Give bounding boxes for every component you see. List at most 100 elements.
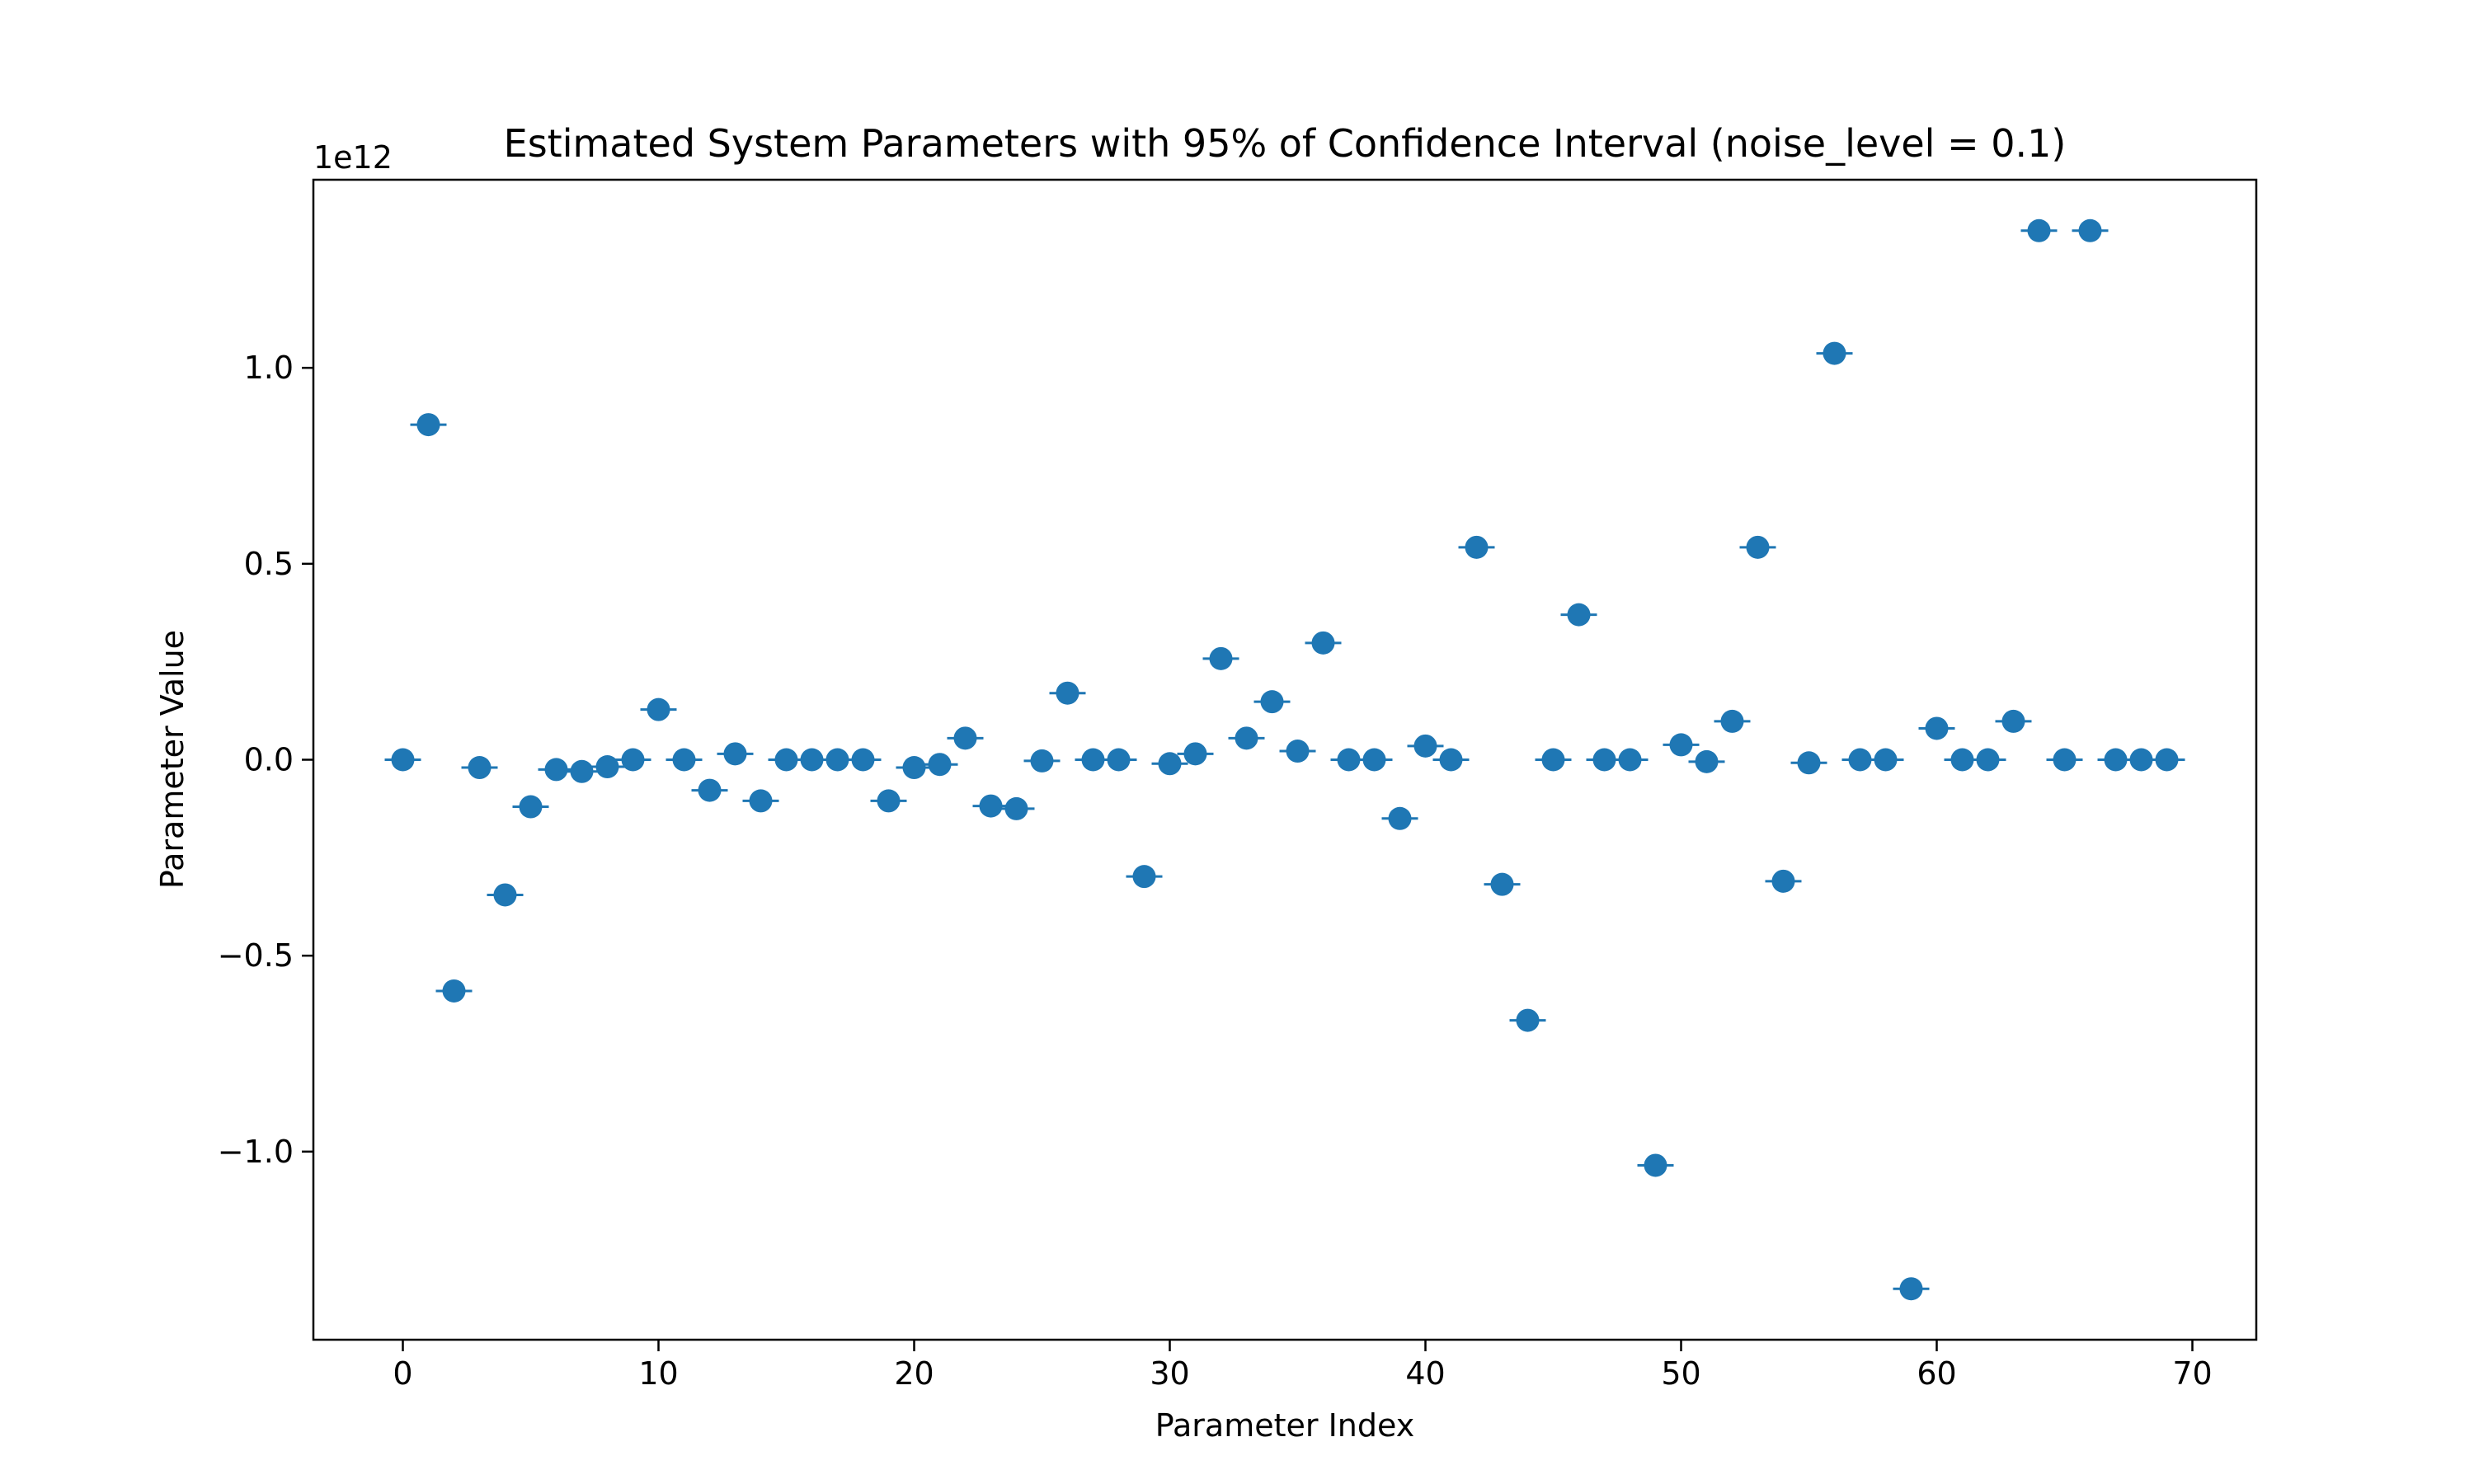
data-point [2046,748,2083,772]
point-marker [2078,218,2102,242]
point-marker [1771,869,1795,893]
data-point [1560,603,1597,627]
data-point [1177,742,1214,766]
point-marker [647,697,670,721]
y-offset-text: 1e12 [313,139,393,176]
data-point [487,883,524,907]
data-point [1253,690,1291,714]
data-point [717,742,754,766]
point-marker [698,778,722,802]
y-tick-label: 0.5 [244,546,294,582]
data-point [1535,748,1572,772]
data-point [410,413,447,437]
point-marker [1413,734,1437,758]
data-point [998,796,1035,820]
point-marker [1056,681,1079,705]
data-point [896,756,933,780]
data-point [1484,872,1521,896]
point-marker [979,794,1003,818]
data-point [461,756,498,780]
data-point [1509,1008,1546,1032]
data-point [1611,748,1649,772]
point-marker [1132,865,1156,889]
point-marker [851,748,875,772]
data-point [1995,709,2032,733]
point-marker [723,742,747,766]
point-marker [2027,218,2051,242]
point-marker [1874,748,1898,772]
x-tick-label: 10 [638,1355,678,1392]
x-tick-label: 50 [1661,1355,1700,1392]
data-point [666,748,703,772]
point-marker [749,789,773,813]
point-marker [2129,748,2153,772]
point-marker [672,748,696,772]
y-axis-label: Parameter Value [154,630,190,889]
point-marker [1439,748,1463,772]
point-marker [519,795,543,819]
point-marker [1490,872,1514,896]
data-point [1867,748,1904,772]
point-marker [1362,748,1386,772]
point-marker [1899,1277,1923,1301]
y-axis-ticks: −1.0 −0.5 0.0 0.5 1.0 [218,350,313,1170]
point-marker [1311,631,1335,655]
data-point [844,748,882,772]
x-axis-label: Parameter Index [1155,1407,1414,1444]
point-marker [2001,709,2025,733]
y-tick-label: 0.0 [244,742,294,778]
point-marker [2155,748,2179,772]
data-point [1663,733,1700,757]
point-marker [1465,535,1489,559]
point-marker [1235,726,1258,750]
axes-frame [312,178,2258,1341]
x-axis-ticks: 0 10 20 30 40 50 60 70 [393,1340,2213,1392]
point-marker [2104,748,2128,772]
data-point [1381,806,1418,830]
data-point [614,748,651,772]
data-point [1356,748,1393,772]
data-point [538,758,575,782]
data-point [1100,748,1137,772]
data-point [1279,740,1316,763]
point-marker [1081,748,1105,772]
data-point [1714,709,1751,733]
point-marker [1004,796,1028,820]
point-marker [1030,749,1054,773]
data-point [640,697,677,721]
point-marker [1592,748,1616,772]
data-point [2148,748,2185,772]
data-point [947,726,984,750]
point-marker [774,748,798,772]
point-marker [442,979,466,1003]
y-tick-label: 1.0 [244,350,294,386]
point-marker [1695,749,1719,773]
point-marker [1516,1008,1540,1032]
point-marker [1388,806,1412,830]
point-marker [953,726,977,750]
point-marker [877,789,901,813]
point-marker [1746,535,1770,559]
point-marker [1107,748,1131,772]
point-marker [570,759,594,783]
data-point [1893,1277,1930,1301]
point-marker [1720,709,1744,733]
data-point [2020,218,2058,242]
data-point [512,795,549,819]
point-marker [1797,751,1821,775]
data-point [1918,716,1955,740]
x-tick-label: 20 [894,1355,934,1392]
data-point [1739,535,1776,559]
point-marker [1209,646,1233,670]
point-marker [1976,748,2000,772]
point-marker [1669,733,1693,757]
x-tick-label: 0 [393,1355,412,1392]
point-marker [1925,716,1949,740]
point-marker [621,748,645,772]
data-point [1305,631,1342,655]
point-marker [493,883,517,907]
data-point [742,789,779,813]
point-marker [1567,603,1591,627]
data-point [1228,726,1265,750]
